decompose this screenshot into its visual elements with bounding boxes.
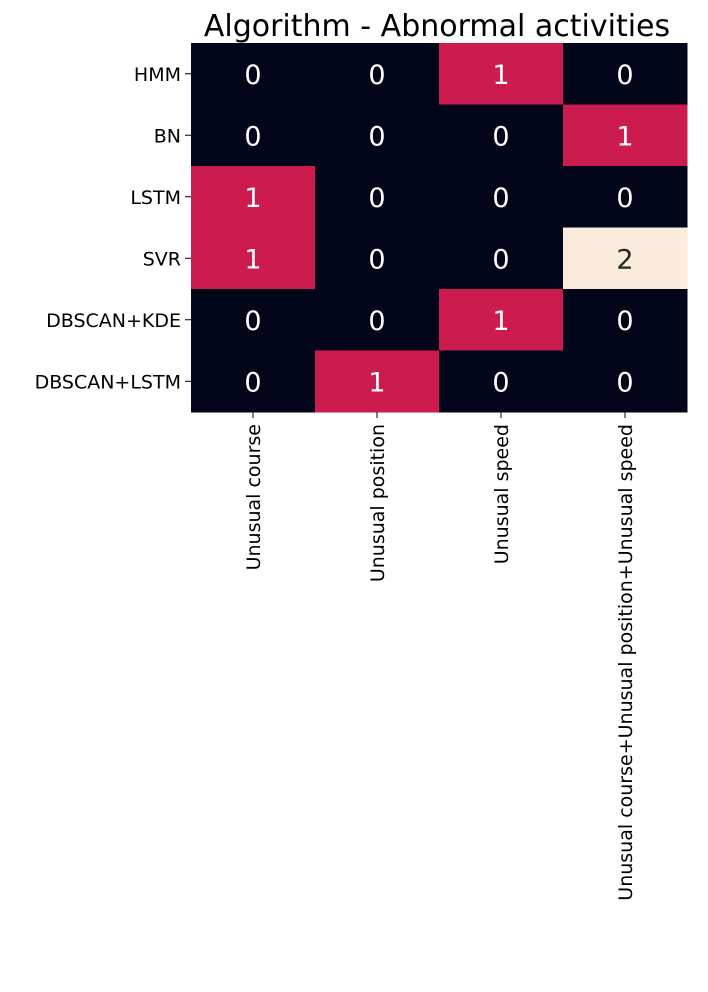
cell-value-label: 0	[368, 306, 385, 337]
cell-value-label: 1	[244, 244, 261, 275]
heatmap-cell	[191, 166, 316, 228]
heatmap-cell	[439, 227, 564, 290]
cell-value-label: 0	[616, 60, 633, 91]
cell-value-label: 1	[492, 306, 509, 337]
cell-value-label: 0	[492, 183, 509, 214]
cell-value-label: 2	[616, 244, 633, 275]
heatmap-cell	[563, 227, 688, 290]
cell-value-label: 0	[244, 367, 261, 398]
heatmap-cell	[563, 289, 688, 351]
heatmap-cell	[315, 104, 440, 167]
cell-value-label: 0	[244, 60, 261, 91]
y-tick-label: SVR	[143, 248, 181, 270]
y-axis-ticks: HMM BN LSTM SVR DBSCAN+KDE DBSCAN+LSTM	[35, 64, 191, 393]
cell-value-label: 0	[244, 306, 261, 337]
cell-value-label: 0	[492, 244, 509, 275]
heatmap-cell	[439, 43, 564, 105]
cell-value-label: 0	[492, 121, 509, 152]
chart-title: Algorithm - Abnormal activities	[204, 9, 670, 44]
heatmap-cell	[315, 166, 440, 228]
cell-value-label: 0	[368, 60, 385, 91]
cell-value-label: 0	[368, 121, 385, 152]
cell-value-label: 0	[616, 367, 633, 398]
x-axis-ticks: Unusual course Unusual position Unusual sp…	[243, 412, 637, 901]
x-tick-label: Unusual speed	[491, 424, 513, 564]
heatmap-cell	[191, 104, 316, 167]
cell-value-label: 1	[492, 60, 509, 91]
heatmap-cell	[315, 43, 440, 105]
cell-value-label: 0	[616, 306, 633, 337]
cell-annotations: 0 0 1 0 0 0 0 1 1 0 0 0 1 0 0 2 0 0 1 0 0 1 0 0	[244, 60, 633, 399]
x-tick-label: Unusual course	[243, 424, 265, 570]
heatmap-cell	[191, 227, 316, 290]
heatmap-cell	[563, 43, 688, 105]
heatmap-cells	[191, 43, 688, 413]
heatmap-cell	[439, 166, 564, 228]
y-tick-label: HMM	[134, 64, 181, 86]
cell-value-label: 0	[244, 121, 261, 152]
heatmap-cell	[563, 104, 688, 167]
x-tick-label: Unusual position	[367, 424, 389, 582]
heatmap-cell	[315, 350, 440, 413]
y-tick-label: BN	[154, 125, 181, 147]
heatmap-cell	[191, 43, 316, 105]
heatmap-cell	[191, 289, 316, 351]
heatmap-cell	[315, 289, 440, 351]
cell-value-label: 1	[616, 121, 633, 152]
heatmap-cell	[439, 350, 564, 413]
x-tick-label: Unusual course+Unusual position+Unusual …	[615, 424, 637, 901]
heatmap-cell	[191, 350, 316, 413]
cell-value-label: 0	[368, 183, 385, 214]
cell-value-label: 1	[244, 183, 261, 214]
y-tick-label: DBSCAN+KDE	[46, 310, 181, 332]
heatmap-cell	[439, 289, 564, 351]
heatmap-cell	[315, 227, 440, 290]
y-tick-label: DBSCAN+LSTM	[35, 371, 181, 393]
y-tick-label: LSTM	[130, 187, 181, 209]
cell-value-label: 0	[616, 183, 633, 214]
heatmap-cell	[563, 350, 688, 413]
heatmap-cell	[439, 104, 564, 167]
cell-value-label: 0	[492, 367, 509, 398]
heatmap-cell	[563, 166, 688, 228]
cell-value-label: 1	[368, 367, 385, 398]
cell-value-label: 0	[368, 244, 385, 275]
